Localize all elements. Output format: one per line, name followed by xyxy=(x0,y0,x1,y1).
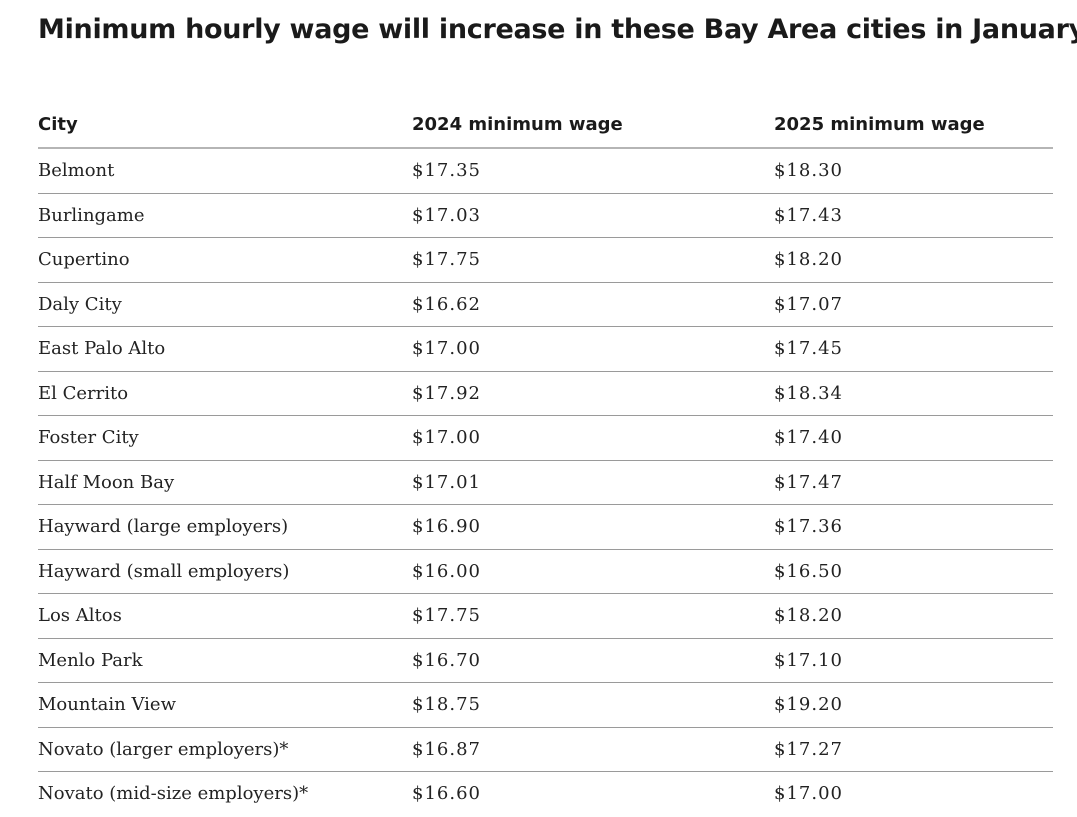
city-cell: Belmont xyxy=(38,148,412,194)
wage-2025-cell: $18.34 xyxy=(774,371,1053,416)
table-row: El Cerrito $17.92 $18.34 xyxy=(38,371,1053,416)
wage-2025-cell: $16.50 xyxy=(774,549,1053,594)
wage-2025-cell: $17.27 xyxy=(774,727,1053,772)
table-row: Half Moon Bay $17.01 $17.47 xyxy=(38,460,1053,505)
column-header-city: City xyxy=(38,102,412,149)
table-row: East Palo Alto $17.00 $17.45 xyxy=(38,326,1053,372)
wage-2024-cell: $16.90 xyxy=(412,504,774,550)
city-cell: Half Moon Bay xyxy=(38,460,412,505)
wage-2025-cell: $18.20 xyxy=(774,237,1053,283)
wage-2025-cell: $17.07 xyxy=(774,282,1053,327)
city-cell: Burlingame xyxy=(38,193,412,238)
table-row: Los Altos $17.75 $18.20 xyxy=(38,593,1053,639)
wage-2024-cell: $16.87 xyxy=(412,727,774,772)
wage-2025-cell: $17.47 xyxy=(774,460,1053,505)
wage-2025-cell: $17.43 xyxy=(774,193,1053,238)
table-row: Cupertino $17.75 $18.20 xyxy=(38,237,1053,283)
city-cell: Hayward (large employers) xyxy=(38,504,412,550)
wage-2024-cell: $18.75 xyxy=(412,682,774,728)
wage-2025-cell: $17.10 xyxy=(774,638,1053,683)
table-row: Menlo Park $16.70 $17.10 xyxy=(38,638,1053,683)
wage-2024-cell: $17.01 xyxy=(412,460,774,505)
city-cell: Menlo Park xyxy=(38,638,412,683)
table-header-row: City 2024 minimum wage 2025 minimum wage xyxy=(38,102,1053,149)
wage-2025-cell: $17.45 xyxy=(774,326,1053,372)
wage-2024-cell: $17.75 xyxy=(412,237,774,283)
wage-2025-cell: $18.30 xyxy=(774,148,1053,194)
city-cell: Novato (larger employers)* xyxy=(38,727,412,772)
table-row: Hayward (small employers) $16.00 $16.50 xyxy=(38,549,1053,594)
table-row: Daly City $16.62 $17.07 xyxy=(38,282,1053,327)
wage-2024-cell: $17.00 xyxy=(412,415,774,461)
city-cell: Foster City xyxy=(38,415,412,461)
wage-2024-cell: $16.00 xyxy=(412,549,774,594)
city-cell: Cupertino xyxy=(38,237,412,283)
wage-table: City 2024 minimum wage 2025 minimum wage… xyxy=(38,102,1053,816)
table-row: Foster City $17.00 $17.40 xyxy=(38,415,1053,461)
wage-2024-cell: $16.70 xyxy=(412,638,774,683)
wage-2024-cell: $17.00 xyxy=(412,326,774,372)
wage-2024-cell: $16.62 xyxy=(412,282,774,327)
city-cell: Daly City xyxy=(38,282,412,327)
wage-2025-cell: $18.20 xyxy=(774,593,1053,639)
city-cell: Los Altos xyxy=(38,593,412,639)
wage-2024-cell: $17.03 xyxy=(412,193,774,238)
table-row: Belmont $17.35 $18.30 xyxy=(38,148,1053,194)
table-row: Hayward (large employers) $16.90 $17.36 xyxy=(38,504,1053,550)
wage-2024-cell: $17.75 xyxy=(412,593,774,639)
city-cell: El Cerrito xyxy=(38,371,412,416)
wage-2024-cell: $17.35 xyxy=(412,148,774,194)
column-header-2024: 2024 minimum wage xyxy=(412,102,774,149)
table-row: Mountain View $18.75 $19.20 xyxy=(38,682,1053,728)
wage-2024-cell: $17.92 xyxy=(412,371,774,416)
table-body: Belmont $17.35 $18.30 Burlingame $17.03 $17.4… xyxy=(38,148,1053,816)
table-row: Novato (larger employers)* $16.87 $17.27 xyxy=(38,727,1053,772)
column-header-2025: 2025 minimum wage xyxy=(774,102,1053,149)
city-cell: Novato (mid-size employers)* xyxy=(38,783,309,805)
wage-2024-cell: $16.60 xyxy=(412,783,481,805)
wage-2025-cell: $17.00 xyxy=(774,783,843,805)
table-row: Burlingame $17.03 $17.43 xyxy=(38,193,1053,238)
page-title: Minimum hourly wage will increase in the… xyxy=(38,14,1077,45)
wage-2025-cell: $17.36 xyxy=(774,504,1053,550)
city-cell: Hayward (small employers) xyxy=(38,549,412,594)
city-cell: East Palo Alto xyxy=(38,326,412,372)
wage-2025-cell: $19.20 xyxy=(774,682,1053,728)
city-cell: Mountain View xyxy=(38,682,412,728)
table-row: Novato (mid-size employers)* $16.60 $17.00 xyxy=(38,772,1053,816)
wage-2025-cell: $17.40 xyxy=(774,415,1053,461)
